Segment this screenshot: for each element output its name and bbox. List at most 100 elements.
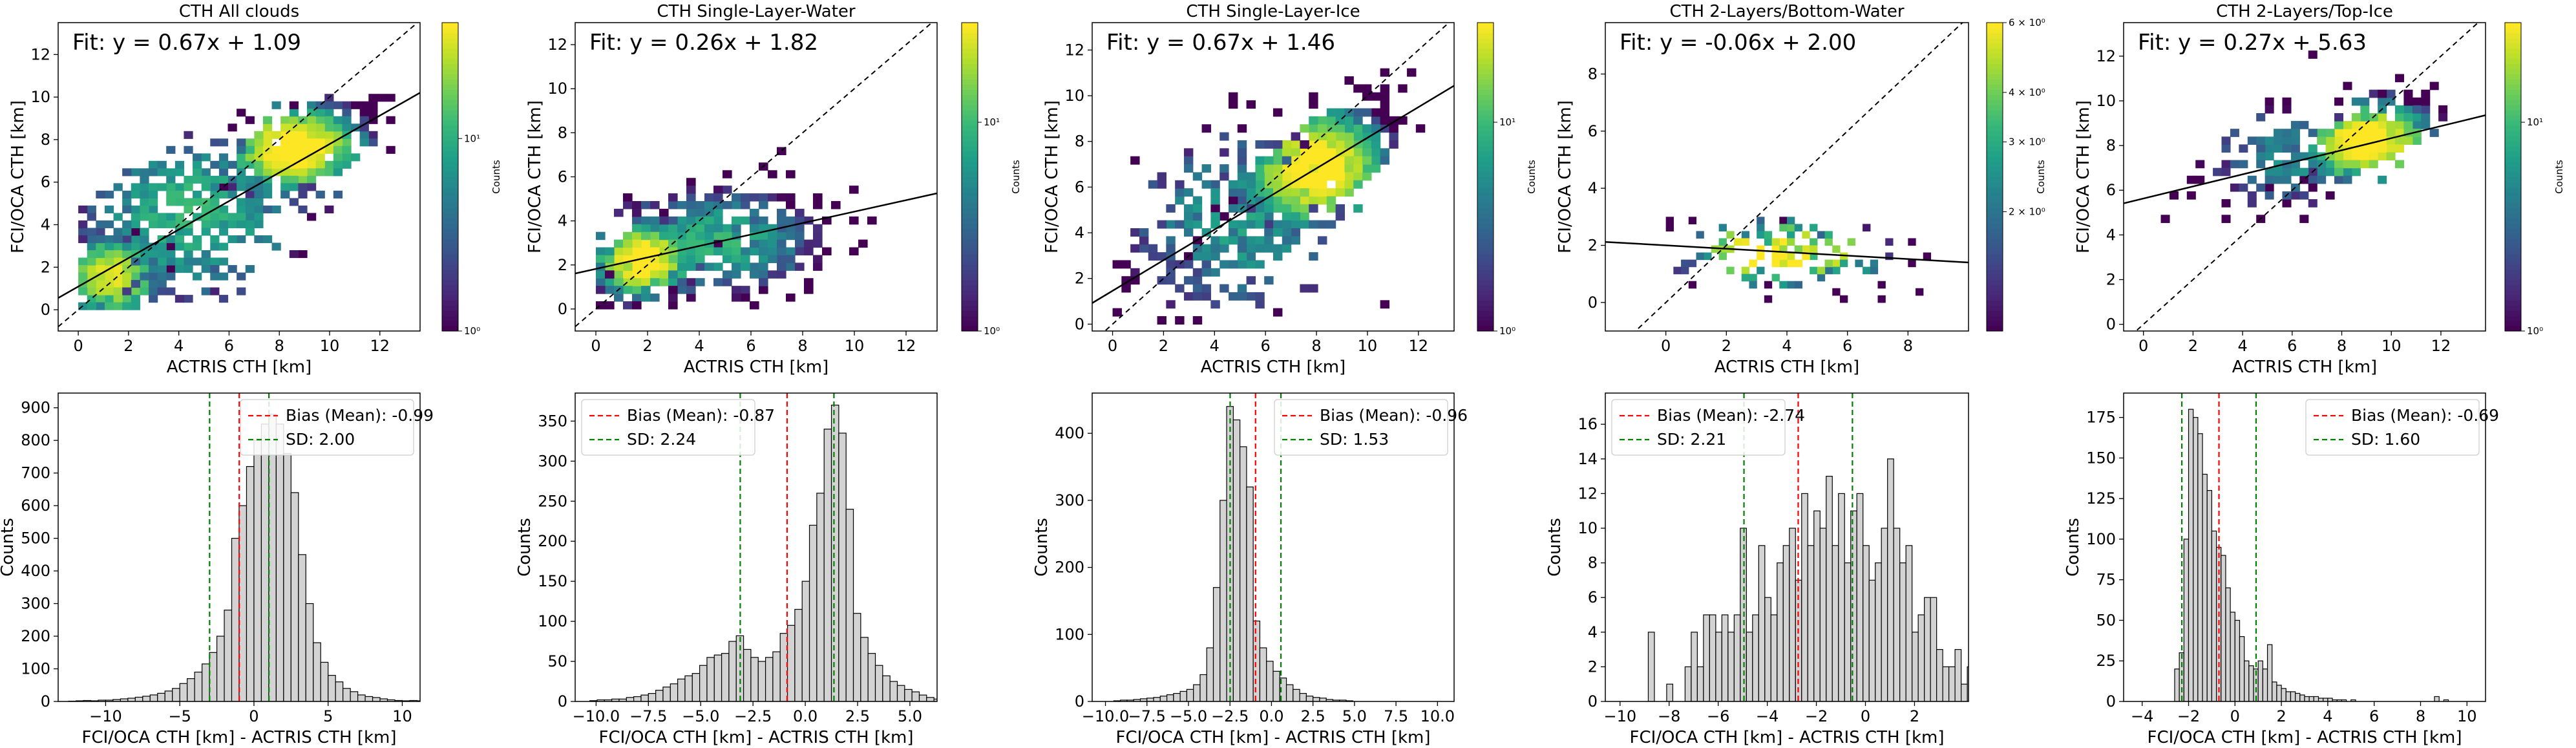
heatmap-cell <box>1318 148 1327 157</box>
heatmap-cell <box>149 190 158 198</box>
heatmap-cell <box>342 145 352 154</box>
x-axis-label: ACTRIS CTH [km] <box>2232 358 2377 377</box>
heatmap-cell <box>1696 231 1704 239</box>
heatmap-cell <box>650 278 660 286</box>
heatmap-cell <box>605 247 615 256</box>
colorbar-segment <box>1987 63 2003 70</box>
heatmap-cell <box>1166 220 1176 229</box>
histogram-bar <box>713 654 723 701</box>
colorbar-segment <box>2505 69 2521 75</box>
colorbar-segment <box>442 171 458 178</box>
colorbar-segment <box>442 248 458 255</box>
colorbar-segment <box>2505 120 2521 126</box>
histogram-bar <box>1166 694 1174 701</box>
heatmap-cell <box>1389 132 1399 141</box>
heatmap-cell <box>122 272 132 281</box>
histogram-bar <box>2281 688 2286 701</box>
x-tick-label: 8 <box>2416 707 2425 725</box>
colorbar-segment <box>442 53 458 59</box>
heatmap-cell <box>122 302 132 310</box>
histogram-bar <box>1319 698 1327 701</box>
histogram-bar <box>1715 632 1722 701</box>
heatmap-cell <box>368 109 378 117</box>
heatmap-cell <box>140 213 149 221</box>
heatmap-cell <box>623 301 633 310</box>
heatmap-cell <box>732 247 741 256</box>
heatmap-cell <box>668 231 678 240</box>
histogram-bar <box>670 683 679 701</box>
heatmap-cell <box>289 145 299 154</box>
heatmap-cell <box>1757 245 1765 253</box>
heatmap-cell <box>1688 217 1697 224</box>
heatmap-cell <box>386 145 396 154</box>
heatmap-cell <box>2351 121 2361 129</box>
heatmap-cell <box>122 190 132 198</box>
heatmap-cell <box>759 247 768 256</box>
heatmap-cell <box>201 168 211 176</box>
histogram-bar <box>1770 614 1778 701</box>
x-tick-label: 6 <box>224 337 234 355</box>
heatmap-cell <box>713 231 723 240</box>
y-tick-label: 175 <box>2086 409 2116 427</box>
heatmap-cell <box>2230 129 2239 137</box>
heatmap-cell <box>1309 220 1318 229</box>
heatmap-cell <box>1779 217 1788 224</box>
heatmap-cell <box>1318 188 1327 197</box>
heatmap-cell <box>2221 215 2231 223</box>
colorbar-tick-label: 10¹ <box>1499 116 1515 128</box>
heatmap-cell <box>1130 228 1140 237</box>
heatmap-cell <box>87 250 96 259</box>
heatmap-cell <box>1255 300 1265 309</box>
heatmap-cell <box>1300 124 1309 133</box>
heatmap-cell <box>174 257 185 266</box>
colorbar-segment <box>2505 53 2521 59</box>
heatmap-cell <box>184 295 193 303</box>
heatmap-cell <box>78 257 88 266</box>
colorbar-segment <box>442 69 458 75</box>
heatmap-cell <box>1371 156 1381 165</box>
heatmap-cell <box>113 295 123 303</box>
heatmap-cell <box>201 287 211 295</box>
colorbar-segment <box>962 145 978 152</box>
heatmap-cell <box>149 295 158 303</box>
heatmap-cell <box>1237 244 1247 253</box>
colorbar-segment <box>1987 197 2003 203</box>
heatmap-cell <box>677 286 687 294</box>
heatmap-cell <box>149 198 158 206</box>
colorbar-segment <box>1477 74 1494 80</box>
x-tick-label: 0 <box>2138 337 2148 355</box>
heatmap-cell <box>1398 116 1408 125</box>
colorbar-segment <box>2505 84 2521 90</box>
heatmap-cell <box>641 247 651 256</box>
heatmap-cell <box>131 280 140 288</box>
heatmap-cell <box>1148 252 1158 261</box>
colorbar-segment <box>1987 23 2003 28</box>
heatmap-cell <box>351 123 361 132</box>
heatmap-cell <box>174 190 185 198</box>
heatmap-cell <box>254 235 264 244</box>
colorbar-segment <box>962 326 978 332</box>
heatmap-cell <box>704 224 714 233</box>
heatmap-cell <box>166 265 176 273</box>
heatmap-cell <box>1273 140 1283 149</box>
histogram-bar <box>633 696 642 701</box>
heatmap-cell <box>1309 188 1318 197</box>
heatmap-cell <box>157 250 167 259</box>
heatmap-cell <box>324 138 334 147</box>
heatmap-cell <box>759 239 768 248</box>
x-tick-label: 4 <box>2237 337 2247 355</box>
heatmap-cell <box>1228 196 1238 205</box>
heatmap-cell <box>131 220 140 229</box>
histogram-bar <box>231 538 240 701</box>
heatmap-cell <box>777 255 787 263</box>
plot-area <box>1092 23 1454 331</box>
heatmap-cell <box>750 224 759 233</box>
heatmap-cell <box>333 123 343 132</box>
heatmap-cell <box>1210 252 1220 261</box>
colorbar-segment <box>1987 161 2003 167</box>
histogram-bar <box>164 690 173 701</box>
heatmap-cell <box>96 257 105 266</box>
heatmap-cell <box>104 205 114 214</box>
heatmap-cell <box>1916 288 1924 296</box>
